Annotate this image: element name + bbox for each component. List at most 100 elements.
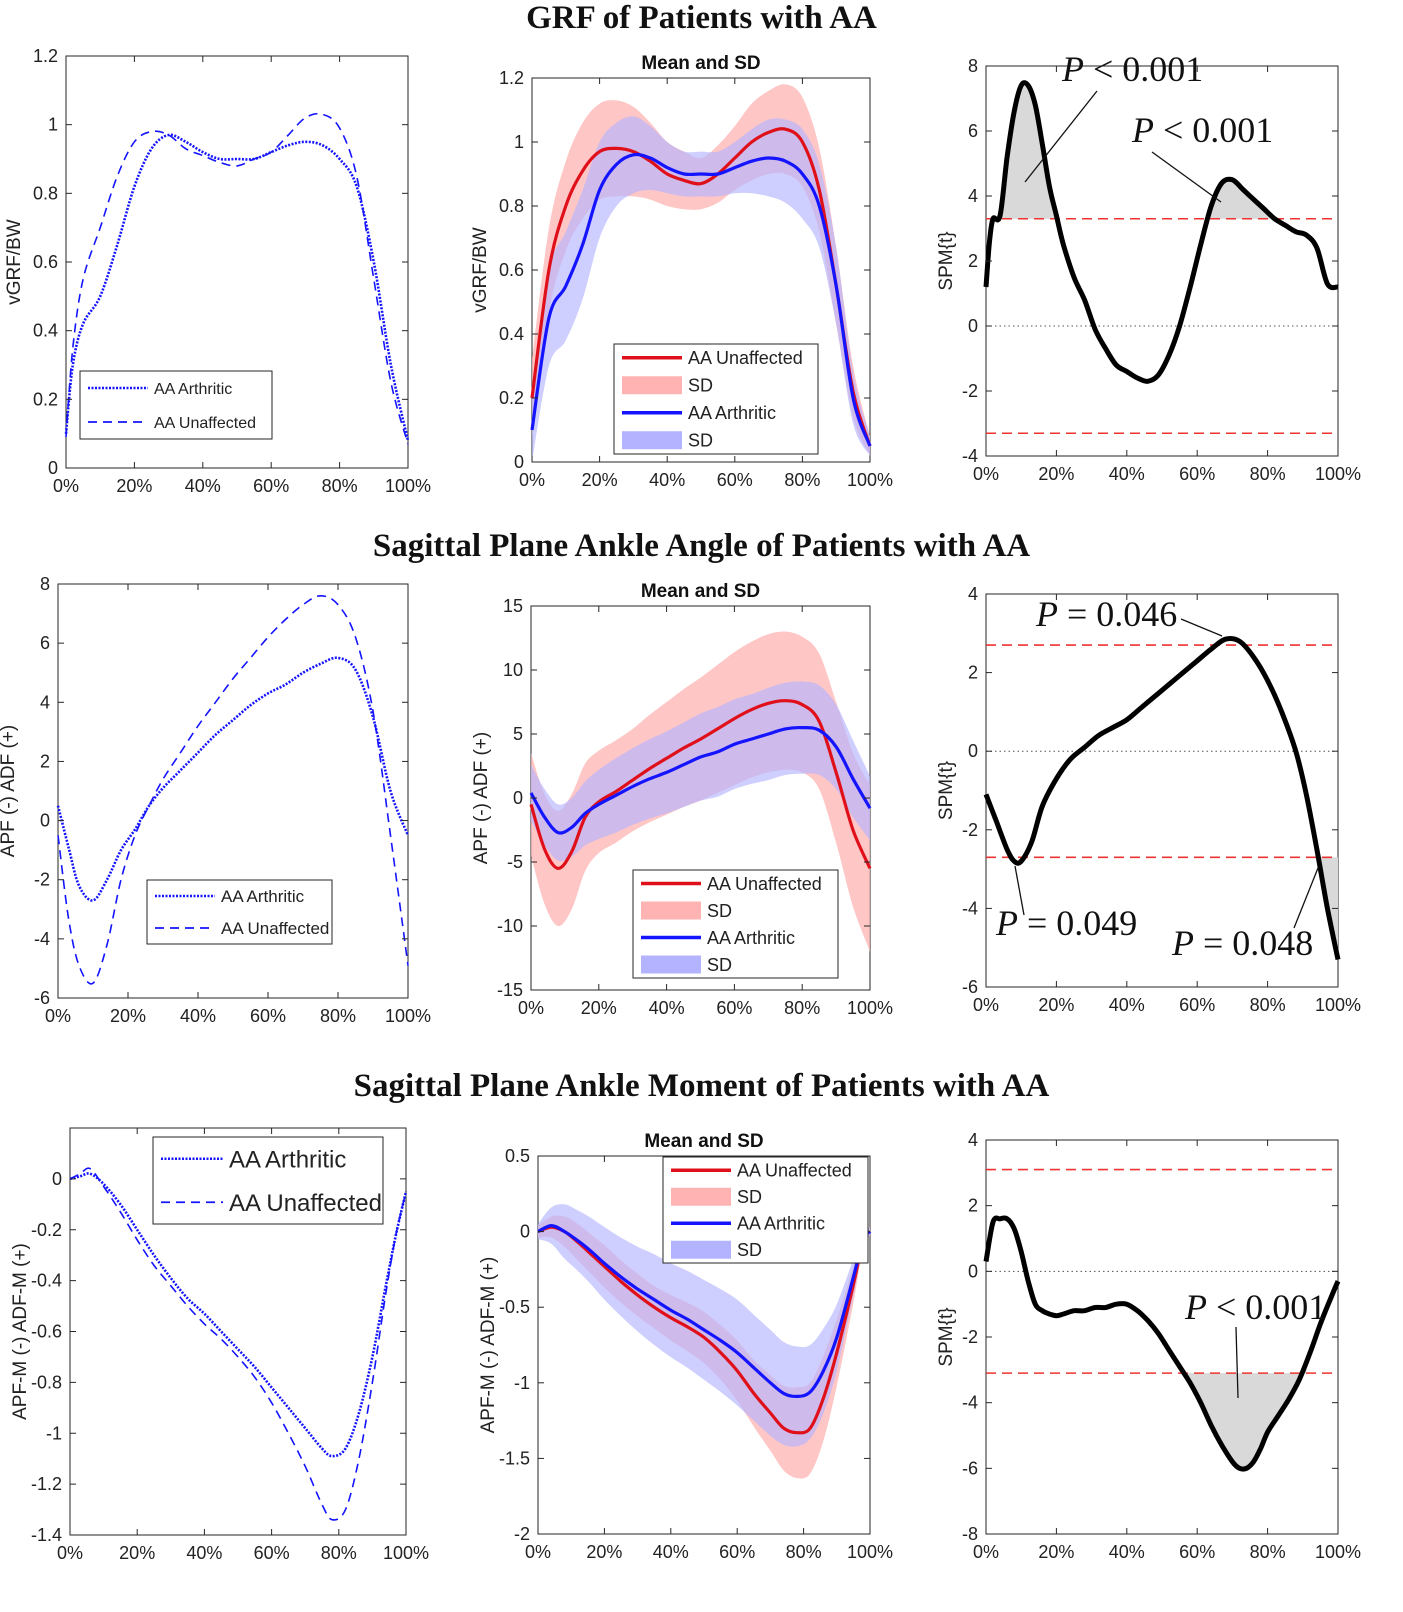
legend-label: AA Arthritic [707, 928, 795, 948]
x-tick-label: 0% [525, 1542, 551, 1562]
series-line-aa-unaffected [530, 127, 872, 447]
y-tick-label: 4 [968, 584, 978, 604]
y-tick-label: 0.6 [499, 260, 524, 280]
legend-label: AA Arthritic [688, 403, 776, 423]
sd-band-arthritic [538, 1204, 870, 1447]
series-line-aa-unaffected [69, 1167, 407, 1521]
y-axis-label: APF (-) ADF (+) [0, 725, 19, 857]
p-value-annotation: P < 0.001 [1131, 110, 1273, 150]
panel-title: Mean and SD [641, 581, 760, 602]
y-tick-label: -2 [962, 820, 978, 840]
x-tick-label: 0% [45, 1006, 71, 1026]
y-tick-label: 5 [513, 724, 523, 744]
y-axis-label: SPM{t} [936, 1307, 957, 1366]
x-tick-label: 0% [518, 998, 544, 1018]
spm-curve [983, 1215, 1341, 1472]
y-tick-label: -0.4 [31, 1271, 62, 1291]
panel-title: Mean and SD [641, 53, 760, 74]
x-tick-label: 0% [973, 995, 999, 1015]
y-tick-label: -1.4 [31, 1525, 62, 1545]
y-axis-label: vGRF/BW [470, 227, 491, 313]
x-tick-label: 100% [847, 470, 893, 490]
y-tick-label: 2 [40, 751, 50, 771]
legend-label: AA Unaffected [688, 348, 803, 368]
y-tick-label: 0.8 [499, 196, 524, 216]
p-value-annotation: P = 0.046 [1035, 594, 1177, 634]
y-tick-label: 0.6 [33, 252, 58, 272]
series-line-aa-arthritic [64, 133, 410, 441]
x-tick-label: 80% [1250, 1542, 1286, 1562]
y-tick-label: -8 [962, 1524, 978, 1544]
row-title-grf: GRF of Patients with AA [526, 0, 877, 36]
x-tick-label: 40% [186, 1543, 222, 1563]
x-tick-label: 100% [385, 476, 431, 496]
x-tick-label: 60% [1179, 995, 1215, 1015]
y-axis-label: SPM{t} [936, 761, 957, 820]
spm-curve [983, 80, 1339, 384]
annotation-leader [1151, 151, 1222, 203]
x-tick-label: 100% [1315, 464, 1361, 484]
series-line-aa-arthritic [69, 1172, 408, 1458]
sd-band-arthritic [531, 681, 870, 862]
y-tick-label: 0.2 [33, 389, 58, 409]
x-tick-label: 20% [1038, 995, 1074, 1015]
x-tick-label: 40% [649, 998, 685, 1018]
annotation-leader [1024, 90, 1098, 183]
legend-label: AA Arthritic [737, 1214, 825, 1234]
y-tick-label: -4 [962, 898, 978, 918]
y-tick-label: -0.2 [31, 1220, 62, 1240]
series-line-aa-unaffected [65, 112, 409, 445]
annotation-leader [1235, 1326, 1239, 1399]
row-title-ankle-moment: Sagittal Plane Ankle Moment of Patients … [353, 1068, 1050, 1104]
y-tick-label: 0 [968, 741, 978, 761]
y-tick-label: 0.4 [33, 321, 58, 341]
x-tick-label: 100% [847, 1542, 893, 1562]
legend-swatch-sd [641, 901, 701, 920]
x-tick-label: 20% [119, 1543, 155, 1563]
x-tick-label: 0% [973, 1542, 999, 1562]
x-tick-label: 60% [1179, 1542, 1215, 1562]
x-tick-label: 40% [653, 1542, 689, 1562]
x-tick-label: 60% [250, 1006, 286, 1026]
y-tick-label: 8 [968, 56, 978, 76]
y-tick-label: 0 [514, 452, 524, 472]
legend-label: SD [707, 901, 732, 921]
axes-box [985, 593, 1339, 988]
x-tick-label: 100% [847, 998, 893, 1018]
legend-label: SD [737, 1240, 762, 1260]
y-tick-label: -6 [962, 1458, 978, 1478]
panel-title: Mean and SD [644, 1131, 763, 1152]
legend-box [152, 1136, 384, 1225]
legend-swatch-sd [671, 1240, 731, 1259]
y-tick-label: 0.8 [33, 183, 58, 203]
y-tick-label: 4 [968, 1130, 978, 1150]
cluster-fill [1186, 1362, 1307, 1469]
series-line-aa-unaffected [537, 1225, 872, 1435]
legend-label: SD [688, 376, 713, 396]
y-tick-label: -0.5 [499, 1297, 530, 1317]
series-line-aa-arthritic [56, 656, 410, 902]
y-axis-label: APF-M (-) ADF-M (+) [10, 1243, 31, 1420]
legend-label: SD [688, 431, 713, 451]
y-axis-label: APF-M (-) ADF-M (+) [478, 1257, 499, 1434]
x-tick-label: 20% [110, 1006, 146, 1026]
y-tick-label: -5 [507, 852, 523, 872]
axes-box [985, 65, 1339, 457]
series-line-aa-unaffected [529, 699, 872, 870]
annotation-leader [1180, 618, 1223, 637]
x-tick-label: 0% [973, 464, 999, 484]
row-title-ankle-angle: Sagittal Plane Ankle Angle of Patients w… [372, 528, 1031, 564]
series-line-aa-arthritic [529, 725, 872, 835]
legend-label: SD [707, 955, 732, 975]
legend-swatch-sd [622, 376, 682, 395]
x-tick-label: 60% [719, 1542, 755, 1562]
x-tick-label: 80% [322, 476, 358, 496]
y-tick-label: 2 [968, 251, 978, 271]
y-tick-label: -2 [962, 381, 978, 401]
legend-label: AA Unaffected [221, 919, 329, 938]
p-value-annotation: P < 0.001 [1184, 1287, 1326, 1327]
legend-label: AA Unaffected [154, 415, 256, 432]
y-tick-label: 0 [40, 811, 50, 831]
